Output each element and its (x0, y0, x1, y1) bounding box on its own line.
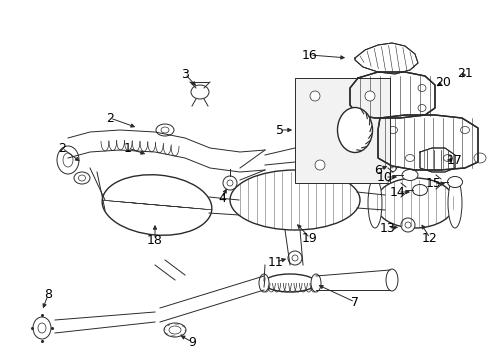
Ellipse shape (385, 269, 397, 291)
Text: 3: 3 (181, 68, 188, 81)
Ellipse shape (79, 175, 85, 181)
Polygon shape (419, 148, 454, 172)
Ellipse shape (229, 170, 359, 230)
Ellipse shape (102, 175, 211, 235)
Ellipse shape (161, 127, 169, 133)
Text: 4: 4 (218, 192, 225, 204)
Ellipse shape (443, 154, 451, 162)
Text: 10: 10 (376, 171, 392, 184)
Text: 9: 9 (188, 336, 196, 348)
Text: 17: 17 (446, 153, 462, 166)
Ellipse shape (363, 85, 371, 91)
Polygon shape (349, 72, 434, 118)
Text: 13: 13 (379, 221, 395, 234)
Ellipse shape (226, 180, 232, 186)
Ellipse shape (363, 104, 371, 112)
Text: 18: 18 (147, 234, 163, 247)
Text: 20: 20 (434, 76, 450, 89)
Ellipse shape (367, 178, 381, 228)
Ellipse shape (374, 178, 454, 228)
Ellipse shape (33, 317, 51, 339)
Text: 19: 19 (302, 231, 317, 244)
Ellipse shape (310, 274, 320, 292)
Text: 21: 21 (456, 67, 472, 80)
Text: 11: 11 (267, 256, 284, 269)
Text: 15: 15 (425, 176, 441, 189)
Ellipse shape (264, 274, 315, 292)
Ellipse shape (400, 218, 414, 232)
Ellipse shape (309, 91, 319, 101)
Bar (294, 78, 389, 183)
Ellipse shape (57, 146, 79, 174)
Ellipse shape (417, 104, 425, 112)
Text: 8: 8 (44, 288, 52, 302)
Text: 5: 5 (275, 123, 284, 136)
Polygon shape (377, 115, 477, 170)
Text: 6: 6 (373, 163, 381, 176)
Ellipse shape (191, 85, 208, 99)
Ellipse shape (385, 152, 397, 172)
Ellipse shape (337, 108, 372, 153)
Ellipse shape (223, 176, 237, 190)
Text: 12: 12 (421, 231, 437, 244)
Polygon shape (354, 43, 417, 74)
Ellipse shape (259, 274, 268, 292)
Ellipse shape (291, 255, 297, 261)
Ellipse shape (156, 124, 174, 136)
Ellipse shape (460, 126, 468, 134)
Ellipse shape (389, 156, 394, 168)
Ellipse shape (364, 91, 374, 101)
Text: 7: 7 (350, 296, 358, 309)
Ellipse shape (169, 326, 181, 334)
Ellipse shape (163, 323, 185, 337)
Ellipse shape (287, 251, 302, 265)
Ellipse shape (314, 160, 325, 170)
Text: 14: 14 (389, 185, 405, 198)
Text: 1: 1 (124, 141, 132, 154)
Ellipse shape (63, 153, 73, 167)
Ellipse shape (74, 172, 90, 184)
Ellipse shape (38, 323, 46, 333)
Ellipse shape (412, 185, 427, 195)
Ellipse shape (405, 154, 414, 162)
Ellipse shape (473, 153, 485, 163)
Text: 2: 2 (58, 141, 66, 154)
Ellipse shape (404, 222, 410, 228)
Ellipse shape (401, 170, 417, 180)
Text: 2: 2 (106, 112, 114, 125)
Ellipse shape (387, 126, 397, 134)
Ellipse shape (447, 176, 462, 188)
Ellipse shape (447, 178, 461, 228)
Text: 16: 16 (302, 49, 317, 62)
Ellipse shape (417, 85, 425, 91)
